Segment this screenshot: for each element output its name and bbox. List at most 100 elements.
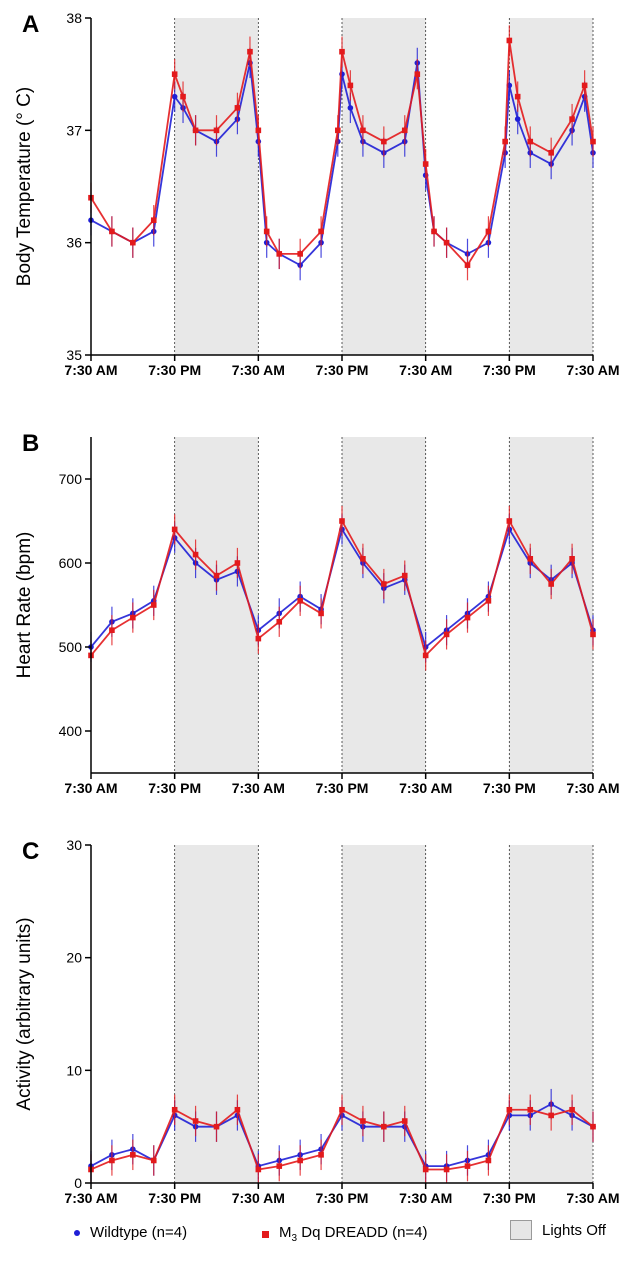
panel-b-x-tick-label: 7:30 AM bbox=[64, 780, 117, 796]
panel-b-dreadd-point bbox=[443, 631, 450, 638]
panel-c-y-tick-label: 30 bbox=[66, 837, 82, 853]
panel-b-dreadd-point bbox=[109, 627, 115, 633]
panel-a-wildtype-point bbox=[514, 116, 521, 122]
panel-c-dreadd-point bbox=[485, 1157, 492, 1164]
panel-c-dreadd-point bbox=[506, 1106, 513, 1113]
panel-b-x-tick-label: 7:30 AM bbox=[399, 780, 452, 796]
panel-c-x-tick-label: 7:30 PM bbox=[316, 1190, 369, 1206]
panel-c-dreadd-point bbox=[192, 1118, 199, 1124]
panel-a-dreadd-point bbox=[548, 150, 554, 156]
panel-c-x-tick-label: 7:30 PM bbox=[148, 1190, 201, 1206]
panel-b-dreadd-point bbox=[192, 551, 199, 558]
panel-c-dreadd-point bbox=[318, 1152, 324, 1158]
legend-lights-off-label: Lights Off bbox=[542, 1221, 606, 1239]
panel-b-dreadd-point bbox=[527, 556, 534, 562]
panel-b-x-tick-label: 7:30 PM bbox=[148, 780, 201, 796]
panel-b-y-tick-label: 400 bbox=[59, 723, 83, 739]
panel-a-dreadd-point bbox=[255, 127, 262, 134]
panel-c-dreadd-point bbox=[569, 1106, 575, 1113]
panel-a-y-tick-label: 37 bbox=[66, 122, 82, 138]
panel-a-x-tick-label: 7:30 AM bbox=[566, 362, 619, 378]
panel-a-dreadd-point bbox=[318, 228, 324, 235]
panel-a-lights-off-1 bbox=[342, 18, 426, 355]
panel-b-dreadd-point bbox=[485, 598, 492, 604]
panel-b-dreadd-point bbox=[360, 556, 366, 562]
panel-b-dreadd-point bbox=[255, 635, 262, 642]
panel-a-x-tick-label: 7:30 PM bbox=[483, 362, 536, 378]
panel-a-dreadd-point bbox=[171, 71, 178, 77]
panel-c-dreadd-point bbox=[234, 1106, 241, 1113]
panel-a-dreadd-point bbox=[464, 262, 471, 268]
panel-a-dreadd-point bbox=[109, 228, 115, 235]
panel-b-dreadd-point bbox=[171, 526, 178, 533]
panel-c-dreadd-point bbox=[590, 1123, 596, 1130]
panel-b-dreadd-point bbox=[569, 556, 575, 562]
panel-b-y-tick-label: 700 bbox=[59, 471, 83, 487]
panel-b-dreadd-point bbox=[297, 598, 303, 604]
panel-a-y-tick-label: 35 bbox=[66, 347, 82, 363]
panel-c-dreadd-point bbox=[464, 1163, 471, 1169]
panel-a-dreadd-point bbox=[422, 161, 429, 167]
panel-c-lights-off-2 bbox=[509, 845, 593, 1183]
panel-a-dreadd-point bbox=[192, 127, 199, 134]
panel-a-dreadd-point bbox=[234, 105, 241, 111]
panel-c-dreadd-point bbox=[527, 1106, 534, 1113]
panel-c-dreadd-point bbox=[443, 1166, 450, 1173]
panel-c-y-tick-label: 10 bbox=[66, 1062, 82, 1078]
panel-c-x-tick-label: 7:30 AM bbox=[232, 1190, 285, 1206]
panel-a-dreadd-point bbox=[443, 239, 450, 246]
panel-b-lights-off-0 bbox=[174, 437, 259, 773]
panel-b-y-tick-label: 600 bbox=[59, 555, 83, 571]
panel-a-dreadd-point bbox=[335, 127, 341, 134]
panel-a-dreadd-point bbox=[130, 239, 136, 246]
panel-b-dreadd-point bbox=[506, 518, 513, 524]
panel-c-dreadd-point bbox=[422, 1166, 429, 1173]
legend: Wildtype (n=4) M3 Dq DREADD (n=4) Lights… bbox=[0, 1216, 629, 1256]
panel-b-lights-off-2 bbox=[509, 437, 593, 773]
panel-a-wildtype-point bbox=[347, 105, 354, 111]
panel-a-dreadd-point bbox=[263, 228, 270, 235]
panel-a-x-tick-label: 7:30 AM bbox=[399, 362, 452, 378]
panel-a-dreadd-point bbox=[485, 228, 492, 235]
panel-b-dreadd-point bbox=[401, 572, 408, 579]
panel-a-dreadd-point bbox=[213, 127, 220, 134]
panel-a-dreadd-point bbox=[347, 82, 354, 89]
legend-dreadd-marker bbox=[262, 1230, 269, 1238]
panel-a-x-tick-label: 7:30 PM bbox=[148, 362, 201, 378]
panel-a-dreadd-point bbox=[180, 93, 186, 100]
panel-c-x-tick-label: 7:30 AM bbox=[399, 1190, 452, 1206]
panel-b-dreadd-point bbox=[276, 619, 283, 625]
panel-a-dreadd-point bbox=[502, 138, 508, 145]
panel-b-dreadd-point bbox=[130, 614, 136, 621]
panel-a-dreadd-point bbox=[360, 127, 366, 134]
panel-b-y-axis-label: Heart Rate (bpm) bbox=[14, 532, 35, 679]
panel-a-dreadd-point bbox=[506, 37, 513, 44]
panel-c-dreadd-point bbox=[130, 1152, 136, 1158]
panel-c-x-tick-label: 7:30 AM bbox=[566, 1190, 619, 1206]
panel-c-dreadd-point bbox=[360, 1118, 366, 1124]
panel-c-y-axis-label: Activity (arbitrary units) bbox=[14, 917, 35, 1110]
panel-c-dreadd-point bbox=[381, 1123, 387, 1130]
panel-b-dreadd-point bbox=[381, 581, 387, 587]
panel-b-dreadd-point bbox=[422, 652, 429, 659]
legend-dreadd: M3 Dq DREADD (n=4) bbox=[262, 1224, 428, 1244]
legend-wildtype-label: Wildtype (n=4) bbox=[90, 1224, 188, 1241]
panel-a-dreadd-point bbox=[297, 251, 303, 257]
panel-a-x-tick-label: 7:30 AM bbox=[64, 362, 117, 378]
figure-svg: 35 36 37 38 7:30 AM 7:30 PM 7:30 AM 7:30 PM 7:30… bbox=[14, 10, 620, 1206]
panel-a-dreadd-point bbox=[431, 228, 437, 235]
panel-a-dreadd-point bbox=[401, 127, 408, 134]
panel-a-y-tick-label: 38 bbox=[66, 10, 82, 26]
panel-a-lights-off-2 bbox=[509, 18, 593, 355]
panel-b-dreadd-point bbox=[339, 518, 345, 524]
legend-wildtype-marker bbox=[74, 1229, 80, 1236]
panel-b-letter: B bbox=[22, 430, 39, 457]
panel-c-dreadd-point bbox=[213, 1123, 220, 1130]
panel-c-dreadd-point bbox=[109, 1157, 115, 1164]
panel-a-dreadd-point bbox=[247, 48, 253, 55]
panel-b-dreadd-point bbox=[234, 560, 241, 566]
panel-b-x-tick-label: 7:30 AM bbox=[566, 780, 619, 796]
panel-c-dreadd-point bbox=[297, 1157, 303, 1164]
panel-b-dreadd-point bbox=[548, 581, 554, 587]
panel-c-x-tick-label: 7:30 PM bbox=[483, 1190, 536, 1206]
